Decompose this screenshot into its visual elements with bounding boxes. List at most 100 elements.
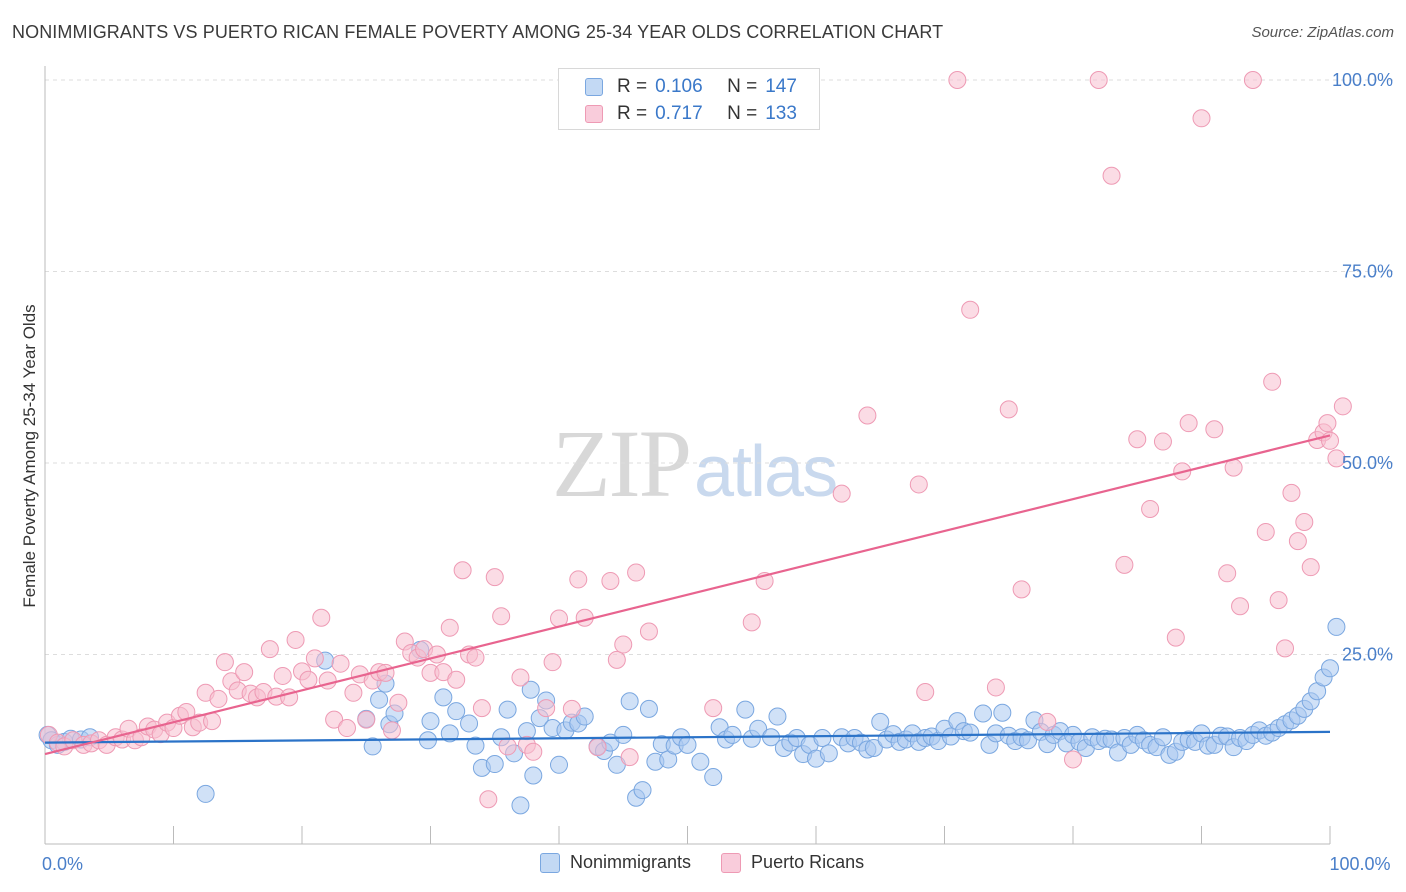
- data-point: [389, 693, 408, 712]
- data-point: [864, 738, 883, 757]
- y-tick-label: 25.0%: [1342, 645, 1393, 665]
- legend-item-nonimmigrants: Nonimmigrants: [540, 852, 691, 873]
- data-point: [1276, 639, 1295, 658]
- data-point: [357, 710, 376, 729]
- data-point: [1301, 558, 1320, 577]
- data-point: [479, 790, 498, 809]
- data-point: [1318, 414, 1337, 433]
- data-point: [1282, 483, 1301, 502]
- data-point: [524, 742, 543, 761]
- data-point: [286, 630, 305, 649]
- data-point: [543, 653, 562, 672]
- axes: [44, 66, 1331, 845]
- data-point: [337, 719, 356, 738]
- data-point: [1064, 750, 1082, 769]
- data-point: [1269, 591, 1288, 610]
- correlation-legend: R = 0.106 N = 147 R = 0.717 N = 133: [558, 68, 820, 130]
- data-point: [273, 666, 292, 685]
- legend-row-nonimmigrants: R = 0.106 N = 147: [585, 75, 797, 99]
- data-point: [1115, 555, 1134, 574]
- data-point: [537, 699, 556, 718]
- data-point: [209, 689, 228, 708]
- data-point: [511, 668, 530, 687]
- data-point: [1179, 414, 1198, 433]
- data-point: [1333, 397, 1352, 416]
- data-point: [999, 400, 1018, 419]
- data-point: [1141, 499, 1160, 518]
- data-point: [691, 752, 710, 771]
- chart-title: NONIMMIGRANTS VS PUERTO RICAN FEMALE POV…: [12, 22, 944, 42]
- series-puerto-ricans: [39, 71, 1352, 809]
- data-point: [832, 484, 851, 503]
- data-point: [948, 71, 967, 89]
- data-point: [177, 702, 196, 721]
- data-point: [1295, 512, 1314, 531]
- r-value: 0.106: [655, 76, 703, 97]
- source-credit: Source: ZipAtlas.com: [1251, 24, 1394, 41]
- trend-line: [44, 434, 1331, 756]
- data-point: [1243, 71, 1262, 89]
- data-point: [524, 766, 543, 785]
- series-nonimmigrants: [38, 617, 1346, 815]
- legend-swatch-pink: [721, 852, 742, 873]
- legend-swatch-pink: [585, 105, 603, 123]
- n-value: 147: [765, 76, 797, 97]
- y-axis-label: Female Poverty Among 25-34 Year Olds: [20, 304, 39, 608]
- data-point: [421, 712, 440, 731]
- n-label: N =: [727, 76, 758, 97]
- data-point: [601, 571, 620, 590]
- data-point: [961, 723, 980, 742]
- data-point: [370, 690, 389, 709]
- data-point: [1128, 430, 1147, 449]
- series-legend: Nonimmigrants Puerto Ricans: [540, 852, 894, 873]
- data-point: [704, 699, 723, 718]
- data-point: [344, 683, 363, 702]
- data-point: [215, 653, 234, 672]
- data-point: [909, 475, 928, 494]
- data-point: [916, 683, 935, 702]
- data-point: [447, 702, 466, 721]
- data-point: [1038, 712, 1057, 731]
- data-point: [858, 406, 877, 425]
- data-point: [260, 640, 279, 659]
- data-point: [723, 725, 742, 744]
- r-label: R =: [617, 103, 648, 124]
- data-point: [1327, 617, 1346, 636]
- data-point: [1218, 564, 1237, 583]
- data-point: [434, 688, 453, 707]
- data-point: [1153, 432, 1172, 451]
- data-point: [1205, 420, 1224, 439]
- n-label: N =: [727, 103, 758, 124]
- trend-lines: [44, 434, 1331, 756]
- data-point: [498, 737, 517, 756]
- data-point: [485, 755, 504, 774]
- data-point: [742, 613, 761, 632]
- data-point: [1288, 532, 1307, 551]
- data-point: [1321, 431, 1339, 450]
- data-point: [447, 670, 466, 689]
- legend-label: Nonimmigrants: [570, 852, 692, 872]
- data-point: [1192, 109, 1211, 128]
- data-point: [1263, 372, 1282, 391]
- x-tick-label: 100.0%: [1329, 854, 1390, 874]
- data-point: [993, 703, 1012, 722]
- data-point: [312, 608, 331, 627]
- data-point: [1102, 166, 1121, 185]
- data-point: [453, 561, 472, 580]
- data-point: [1166, 628, 1185, 647]
- data-point: [1231, 597, 1250, 616]
- data-point: [305, 649, 324, 668]
- data-point: [1321, 659, 1339, 678]
- data-point: [704, 768, 723, 787]
- data-point: [466, 736, 485, 755]
- data-point: [363, 737, 382, 756]
- data-point: [1327, 449, 1346, 468]
- data-point: [569, 570, 588, 589]
- data-point: [986, 678, 1005, 697]
- data-point: [299, 670, 318, 689]
- legend-row-puerto-ricans: R = 0.717 N = 133: [585, 102, 797, 126]
- data-point: [492, 607, 511, 626]
- legend-swatch-blue: [540, 852, 560, 873]
- data-point: [633, 781, 652, 800]
- data-point: [376, 663, 395, 682]
